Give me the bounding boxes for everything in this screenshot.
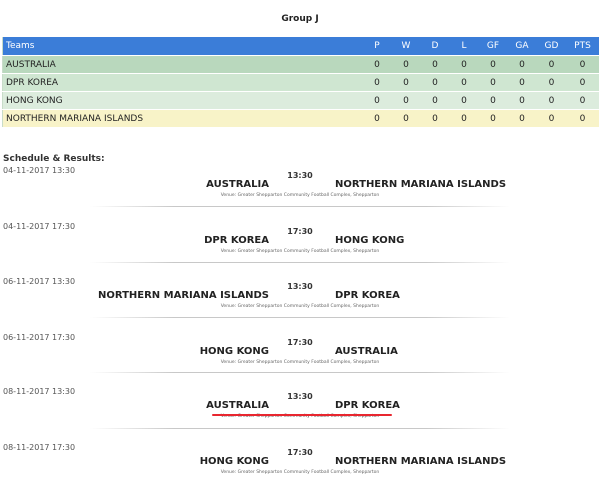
match-time: 17:30 bbox=[287, 338, 313, 347]
table-row: AUSTRALIA 0 0 0 0 0 0 0 0 bbox=[2, 55, 599, 74]
stat-won: 0 bbox=[391, 73, 421, 92]
match-divider bbox=[90, 262, 510, 263]
stat-goal-difference: 0 bbox=[536, 73, 567, 92]
match-item[interactable]: 06-11-2017 13:30 NORTHERN MARIANA ISLAND… bbox=[0, 277, 600, 333]
column-header-goals-against[interactable]: GA bbox=[507, 37, 537, 56]
stat-lost: 0 bbox=[449, 109, 479, 128]
away-team[interactable]: DPR KOREA bbox=[335, 290, 400, 301]
home-team[interactable]: AUSTRALIA bbox=[206, 400, 269, 411]
stat-goal-difference: 0 bbox=[536, 55, 567, 74]
home-team[interactable]: DPR KOREA bbox=[204, 235, 269, 246]
group-title: Group J bbox=[281, 14, 319, 24]
away-team[interactable]: NORTHERN MARIANA ISLANDS bbox=[335, 179, 507, 190]
stat-drawn: 0 bbox=[420, 73, 450, 92]
match-date: 04-11-2017 13:30 bbox=[3, 166, 76, 175]
stat-lost: 0 bbox=[449, 55, 479, 74]
stat-won: 0 bbox=[391, 55, 421, 74]
stat-won: 0 bbox=[391, 109, 421, 128]
stat-goals-against: 0 bbox=[507, 109, 537, 128]
stat-points: 0 bbox=[566, 109, 599, 128]
home-team[interactable]: HONG KONG bbox=[199, 346, 269, 357]
standings-header-row: Teams P W D L GF GA GD PTS bbox=[2, 37, 599, 56]
match-time: 17:30 bbox=[287, 448, 313, 457]
column-header-teams[interactable]: Teams bbox=[2, 37, 363, 56]
team-name[interactable]: AUSTRALIA bbox=[2, 55, 363, 74]
match-item[interactable]: 04-11-2017 17:30 DPR KOREA 17:30 HONG KO… bbox=[0, 222, 600, 278]
match-venue: Venue: Greater Shepparton Community Foot… bbox=[220, 304, 380, 309]
match-time: 13:30 bbox=[287, 171, 313, 180]
stat-played: 0 bbox=[362, 73, 392, 92]
match-divider bbox=[90, 428, 510, 429]
stat-goals-for: 0 bbox=[478, 109, 508, 128]
match-venue: Venue: Greater Shepparton Community Foot… bbox=[220, 193, 380, 198]
stat-won: 0 bbox=[391, 91, 421, 110]
match-divider bbox=[90, 372, 510, 373]
match-date: 06-11-2017 13:30 bbox=[3, 277, 76, 286]
stat-drawn: 0 bbox=[420, 91, 450, 110]
team-name[interactable]: DPR KOREA bbox=[2, 73, 363, 92]
match-divider bbox=[90, 317, 510, 318]
stat-goals-against: 0 bbox=[507, 91, 537, 110]
match-item[interactable]: 08-11-2017 13:30 AUSTRALIA 13:30 DPR KOR… bbox=[0, 387, 600, 443]
match-time: 13:30 bbox=[287, 392, 313, 401]
match-item[interactable]: 06-11-2017 17:30 HONG KONG 17:30 AUSTRAL… bbox=[0, 333, 600, 389]
stat-points: 0 bbox=[566, 73, 599, 92]
match-time: 13:30 bbox=[287, 282, 313, 291]
stat-played: 0 bbox=[362, 109, 392, 128]
table-row: DPR KOREA 0 0 0 0 0 0 0 0 bbox=[2, 73, 599, 92]
column-header-drawn[interactable]: D bbox=[420, 37, 450, 56]
column-header-won[interactable]: W bbox=[391, 37, 421, 56]
away-team[interactable]: AUSTRALIA bbox=[335, 346, 398, 357]
match-date: 08-11-2017 13:30 bbox=[3, 387, 76, 396]
away-team[interactable]: DPR KOREA bbox=[335, 400, 400, 411]
stat-goals-for: 0 bbox=[478, 55, 508, 74]
match-divider bbox=[90, 206, 510, 207]
stat-goals-against: 0 bbox=[507, 73, 537, 92]
column-header-goal-difference[interactable]: GD bbox=[536, 37, 567, 56]
match-item[interactable]: 08-11-2017 17:30 HONG KONG 17:30 NORTHER… bbox=[0, 443, 600, 499]
column-header-goals-for[interactable]: GF bbox=[478, 37, 508, 56]
stat-lost: 0 bbox=[449, 91, 479, 110]
home-team[interactable]: HONG KONG bbox=[199, 456, 269, 467]
stat-played: 0 bbox=[362, 55, 392, 74]
away-team[interactable]: NORTHERN MARIANA ISLANDS bbox=[335, 456, 507, 467]
match-date: 08-11-2017 17:30 bbox=[3, 443, 76, 452]
stat-goal-difference: 0 bbox=[536, 91, 567, 110]
stat-goals-against: 0 bbox=[507, 55, 537, 74]
stat-goals-for: 0 bbox=[478, 73, 508, 92]
standings-table: Teams P W D L GF GA GD PTS AUSTRALIA 0 0… bbox=[2, 37, 599, 128]
highlight-underline bbox=[212, 414, 392, 416]
column-header-played[interactable]: P bbox=[362, 37, 392, 56]
stat-points: 0 bbox=[566, 91, 599, 110]
match-venue: Venue: Greater Shepparton Community Foot… bbox=[220, 470, 380, 475]
home-team[interactable]: AUSTRALIA bbox=[206, 179, 269, 190]
stat-lost: 0 bbox=[449, 73, 479, 92]
match-venue: Venue: Greater Shepparton Community Foot… bbox=[220, 249, 380, 254]
home-team[interactable]: NORTHERN MARIANA ISLANDS bbox=[97, 290, 269, 301]
stat-played: 0 bbox=[362, 91, 392, 110]
match-date: 04-11-2017 17:30 bbox=[3, 222, 76, 231]
table-row: NORTHERN MARIANA ISLANDS 0 0 0 0 0 0 0 0 bbox=[2, 109, 599, 128]
table-row: HONG KONG 0 0 0 0 0 0 0 0 bbox=[2, 91, 599, 110]
match-venue: Venue: Greater Shepparton Community Foot… bbox=[220, 360, 380, 365]
stat-drawn: 0 bbox=[420, 109, 450, 128]
match-date: 06-11-2017 17:30 bbox=[3, 333, 76, 342]
column-header-lost[interactable]: L bbox=[449, 37, 479, 56]
away-team[interactable]: HONG KONG bbox=[335, 235, 405, 246]
stat-points: 0 bbox=[566, 55, 599, 74]
match-item[interactable]: 04-11-2017 13:30 AUSTRALIA 13:30 NORTHER… bbox=[0, 166, 600, 222]
match-time: 17:30 bbox=[287, 227, 313, 236]
team-name[interactable]: HONG KONG bbox=[2, 91, 363, 110]
column-header-points[interactable]: PTS bbox=[566, 37, 599, 56]
stat-drawn: 0 bbox=[420, 55, 450, 74]
stat-goal-difference: 0 bbox=[536, 109, 567, 128]
stat-goals-for: 0 bbox=[478, 91, 508, 110]
schedule-heading: Schedule & Results: bbox=[3, 154, 105, 164]
team-name[interactable]: NORTHERN MARIANA ISLANDS bbox=[2, 109, 363, 128]
match-venue: Venue: Greater Shepparton Community Foot… bbox=[220, 414, 380, 419]
